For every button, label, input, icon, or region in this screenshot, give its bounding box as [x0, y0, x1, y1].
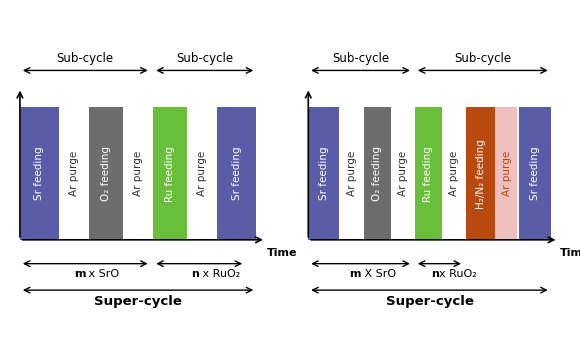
Text: Ar purge: Ar purge	[449, 151, 459, 196]
Text: Ar purge: Ar purge	[133, 151, 143, 196]
Text: Ar purge: Ar purge	[347, 151, 357, 196]
Text: X SrO: X SrO	[361, 269, 396, 279]
Text: Ru feeding: Ru feeding	[165, 146, 175, 202]
Text: Sub-cycle: Sub-cycle	[57, 52, 114, 65]
Bar	[497, 108, 517, 240]
Bar	[466, 108, 495, 240]
Text: m: m	[349, 269, 361, 279]
Text: Sub-cycle: Sub-cycle	[332, 52, 389, 65]
Text: m: m	[74, 269, 85, 279]
Text: Sub-cycle: Sub-cycle	[176, 52, 233, 65]
Text: Ar purge: Ar purge	[398, 151, 408, 196]
Bar	[520, 108, 550, 240]
Text: Time: Time	[560, 248, 580, 258]
Text: Ar purge: Ar purge	[502, 151, 512, 196]
Text: O₂ feeding: O₂ feeding	[372, 146, 382, 201]
Bar	[153, 108, 187, 240]
Text: H₂/N₂ feeding: H₂/N₂ feeding	[476, 139, 485, 209]
Bar	[466, 108, 517, 240]
Text: Sr feeding: Sr feeding	[319, 147, 329, 201]
Text: x RuO₂: x RuO₂	[199, 269, 241, 279]
Text: Super-cycle: Super-cycle	[386, 295, 473, 308]
Text: n: n	[191, 269, 199, 279]
Text: x SrO: x SrO	[85, 269, 119, 279]
Text: Sub-cycle: Sub-cycle	[454, 52, 512, 65]
Text: n: n	[432, 269, 440, 279]
Text: x RuO₂: x RuO₂	[440, 269, 477, 279]
Text: Super-cycle: Super-cycle	[94, 295, 182, 308]
Text: Ru feeding: Ru feeding	[423, 146, 433, 202]
Bar	[20, 108, 59, 240]
Text: Sr feeding: Sr feeding	[232, 147, 242, 201]
Bar	[415, 108, 442, 240]
Bar	[309, 108, 339, 240]
Text: O₂ feeding: O₂ feeding	[101, 146, 111, 201]
Text: Time: Time	[267, 248, 298, 258]
Text: Sr feeding: Sr feeding	[530, 147, 540, 201]
Text: Ar purge: Ar purge	[69, 151, 79, 196]
Text: Sr feeding: Sr feeding	[34, 147, 45, 201]
Bar	[364, 108, 390, 240]
Bar	[89, 108, 123, 240]
Bar	[218, 108, 256, 240]
Text: Ar purge: Ar purge	[197, 151, 207, 196]
